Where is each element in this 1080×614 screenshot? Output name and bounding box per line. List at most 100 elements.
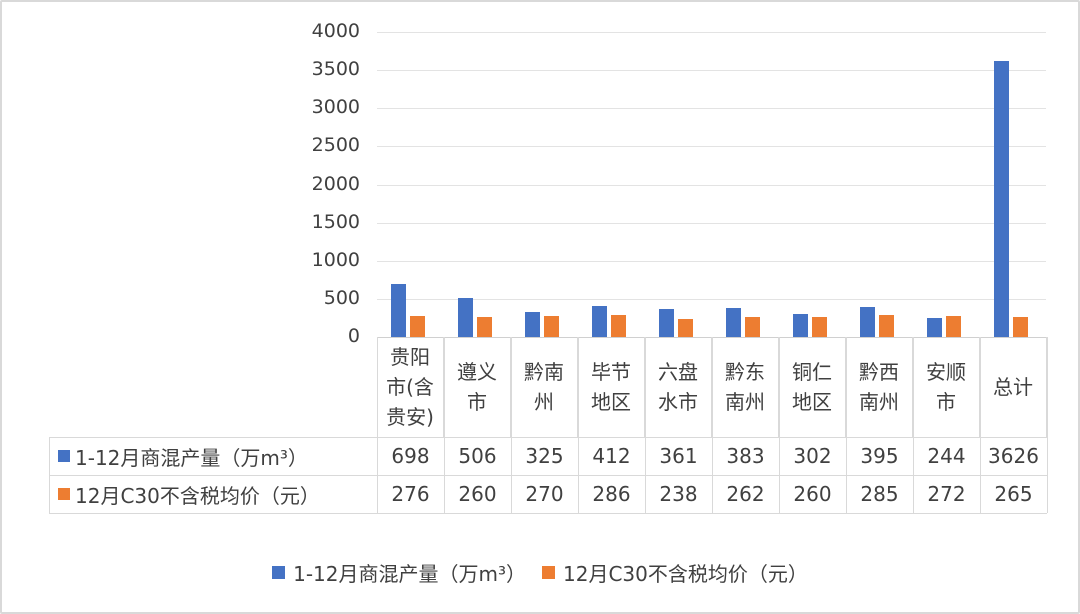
y-tick-label: 2500: [311, 134, 360, 157]
row-label-text: 12月C30不含税均价（元）: [75, 483, 320, 508]
category-label-line: 六盘: [658, 360, 698, 384]
gridline: [377, 32, 1046, 33]
bar-price: [610, 315, 626, 337]
gridline: [377, 184, 1046, 186]
table-cell: 285: [860, 482, 899, 506]
y-tick-label: 3000: [311, 96, 360, 119]
category-label-line: 遵义: [457, 360, 497, 384]
category-label-line: 地区: [792, 390, 832, 414]
table-cell: 412: [592, 444, 631, 468]
gridline: [377, 70, 1046, 72]
table-col-divider: [913, 337, 914, 513]
category-label-line: 安顺: [926, 360, 966, 384]
table-col-divider: [846, 337, 847, 513]
category-label-8: 安顺市: [913, 337, 980, 437]
bar-price: [878, 315, 894, 337]
bar-price: [811, 317, 827, 337]
category-label-2: 黔南州: [511, 337, 578, 437]
y-tick-label: 1500: [311, 210, 360, 233]
table-col-divider: [1047, 337, 1048, 513]
table-col-divider: [645, 337, 646, 513]
category-label-line: 市(含: [386, 375, 434, 399]
category-label-line: 贵阳: [390, 345, 430, 369]
bar-production: [390, 283, 406, 337]
table-row-divider: [49, 437, 1047, 438]
category-label-7: 黔西 南州: [846, 337, 913, 437]
table-cell: 238: [659, 482, 698, 506]
table-cell: 260: [793, 482, 832, 506]
gridline: [377, 108, 1046, 110]
bar-price: [744, 317, 760, 337]
category-label-3: 毕节 地区: [578, 337, 645, 437]
y-tick-label: 4000: [311, 20, 360, 42]
category-label-0: 贵阳市(含贵安): [377, 337, 444, 437]
category-label-line: 贵安): [386, 405, 434, 429]
category-label-line: 黔南: [524, 360, 564, 384]
table-col-divider: [444, 337, 445, 513]
bar-production: [926, 318, 942, 337]
row-label-text: 1-12月商混产量（万m³）: [75, 445, 308, 470]
category-label-line: 毕节: [591, 360, 631, 384]
table-cell: 395: [860, 444, 899, 468]
y-tick-label: 500: [323, 286, 360, 309]
category-label-6: 铜仁 地区: [779, 337, 846, 437]
legend-swatch-icon: [272, 566, 286, 579]
category-label-line: 南州: [859, 390, 899, 414]
table-cell: 262: [726, 482, 765, 506]
bar-production: [524, 312, 540, 337]
category-label-1: 遵义市: [444, 337, 511, 437]
legend-item: 1-12月商混产量（万m³）: [272, 558, 526, 587]
chart-legend: 1-12月商混产量（万m³） 12月C30不含税均价（元）: [0, 558, 1080, 587]
table-cell: 325: [525, 444, 564, 468]
legend-label: 12月C30不含税均价（元）: [563, 562, 808, 586]
table-col-divider: [377, 337, 378, 513]
category-label-4: 六盘 水市: [645, 337, 712, 437]
table-cell: 383: [726, 444, 765, 468]
bar-price: [1012, 316, 1028, 337]
category-label-9: 总计: [980, 337, 1047, 437]
bar-production: [792, 313, 808, 337]
category-label-line: 南州: [725, 390, 765, 414]
table-cell: 286: [592, 482, 631, 506]
table-cell: 3626: [988, 444, 1039, 468]
y-tick-label: 2000: [311, 172, 360, 195]
table-row-label: 12月C30不含税均价（元）: [58, 475, 320, 513]
legend-swatch-icon: [58, 488, 70, 500]
category-label-5: 黔东 南州: [712, 337, 779, 437]
table-cell: 270: [525, 482, 564, 506]
bar-price: [476, 317, 492, 337]
y-tick-label: 3500: [311, 58, 360, 81]
category-label-line: 黔西: [859, 360, 899, 384]
bar-production: [993, 60, 1009, 337]
table-cell: 361: [659, 444, 698, 468]
table-cell: 302: [793, 444, 832, 468]
table-col-divider: [980, 337, 981, 513]
gridline: [377, 260, 1046, 262]
y-tick-label: 0: [347, 325, 360, 347]
bar-price: [945, 316, 961, 337]
bar-production: [725, 307, 741, 337]
legend-item: 12月C30不含税均价（元）: [542, 558, 808, 587]
table-cell: 265: [994, 482, 1033, 506]
table-col-divider: [511, 337, 512, 513]
table-col-divider: [578, 337, 579, 513]
bar-production: [591, 305, 607, 337]
y-tick-label: 1000: [311, 248, 360, 271]
gridline: [377, 298, 1046, 300]
table-cell: 272: [927, 482, 966, 506]
table-cell: 260: [458, 482, 497, 506]
bar-production: [859, 306, 875, 337]
category-label-line: 市: [936, 390, 956, 414]
category-label-line: 市: [467, 390, 487, 414]
bar-price: [677, 318, 693, 337]
gridline: [377, 222, 1046, 224]
category-label-line: 铜仁: [792, 360, 832, 384]
table-cell: 276: [391, 482, 430, 506]
category-label-line: 地区: [591, 390, 631, 414]
table-cell: 506: [458, 444, 497, 468]
bar-price: [543, 316, 559, 337]
bar-production: [658, 309, 674, 337]
legend-label: 1-12月商混产量（万m³）: [293, 562, 526, 586]
table-cell: 244: [927, 444, 966, 468]
